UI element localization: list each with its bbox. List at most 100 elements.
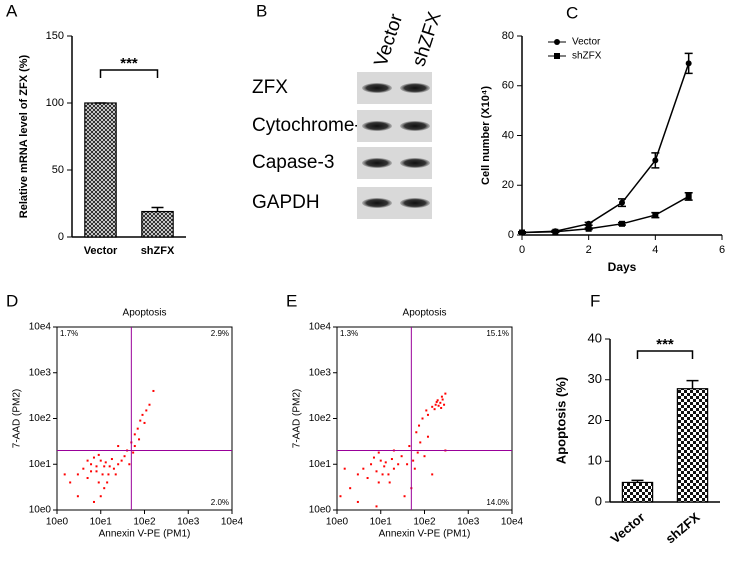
quadrant-label: 1.3%: [340, 329, 358, 338]
x-tick-label: 10e0: [46, 517, 69, 528]
x-tick-label: shZFX: [141, 245, 175, 257]
marker: [652, 157, 659, 164]
point: [99, 495, 102, 498]
point: [76, 473, 79, 476]
y-tick-label: 10e1: [29, 459, 52, 470]
x-tick-label: 10e0: [326, 517, 349, 528]
marker: [519, 229, 525, 236]
quadrant-label: 2.9%: [211, 329, 229, 338]
y-axis-label: Relative mRNA level of ZFX (%): [18, 54, 30, 218]
point: [408, 445, 411, 448]
point: [384, 461, 387, 464]
point: [101, 473, 104, 476]
point: [433, 408, 436, 411]
point: [375, 505, 378, 508]
marker: [652, 212, 659, 219]
point: [97, 453, 100, 456]
point: [444, 392, 447, 395]
point: [426, 413, 429, 416]
point: [145, 409, 148, 412]
y-tick-label: 50: [52, 164, 64, 176]
point: [372, 456, 375, 459]
plot-frame: [56, 326, 233, 511]
row-label: Capase-3: [252, 152, 334, 173]
point: [139, 419, 142, 422]
point: [387, 473, 390, 476]
marker: [619, 220, 625, 227]
x-axis-label: Days: [608, 260, 637, 274]
marker: [685, 193, 692, 200]
point: [397, 463, 400, 466]
x-tick-label: 4: [652, 244, 658, 256]
bar: [676, 388, 709, 503]
x-tick-label: shZFX: [663, 509, 703, 546]
x-tick-label: 0: [519, 244, 525, 256]
marker: [619, 199, 625, 206]
point: [437, 404, 440, 407]
point: [103, 465, 106, 468]
y-tick-label: 20: [588, 412, 602, 427]
point: [76, 495, 79, 498]
x-tick-label: Vector: [608, 509, 648, 546]
point: [390, 458, 393, 461]
row-label: GAPDH: [252, 192, 320, 213]
x-tick-label: 6: [719, 244, 725, 256]
point: [439, 401, 442, 404]
lane-label: shZFX: [409, 9, 446, 69]
bar: [141, 210, 174, 238]
significance-bracket: [99, 69, 159, 78]
point: [152, 389, 155, 392]
x-axis-label: Annexin V-PE (PM1): [379, 529, 471, 540]
y-axis-label: 7-AAD (PM2): [292, 389, 303, 448]
point: [117, 463, 120, 466]
point: [107, 473, 110, 476]
blot-band: [400, 83, 430, 93]
point: [431, 473, 434, 476]
error-bar: [151, 206, 164, 212]
quadrant-label: 2.0%: [211, 498, 229, 507]
y-tick-label: 40: [588, 330, 602, 345]
error-bar: [631, 479, 644, 483]
point: [441, 398, 444, 401]
significance-bracket: [636, 350, 694, 359]
y-tick-label: 100: [46, 97, 64, 109]
quadrant-label: 15.1%: [486, 329, 509, 338]
y-tick-label: 60: [502, 80, 514, 92]
point: [106, 481, 109, 484]
point: [362, 467, 365, 470]
point: [423, 455, 426, 458]
point: [148, 403, 151, 406]
point: [133, 445, 136, 448]
lane-label: Vector: [371, 11, 408, 69]
legend-marker: [554, 39, 560, 45]
point: [403, 495, 406, 498]
x-tick-label: Vector: [84, 245, 118, 257]
y-tick-label: 20: [502, 179, 514, 191]
y-tick-label: 10: [588, 453, 602, 468]
point: [440, 395, 443, 398]
error-bar: [686, 379, 699, 389]
point: [412, 459, 415, 462]
plot-frame: [336, 326, 513, 511]
point: [339, 495, 342, 498]
point: [349, 487, 352, 490]
point: [132, 451, 135, 454]
series-line: [521, 63, 690, 234]
point: [92, 500, 95, 503]
point: [377, 481, 380, 484]
y-tick-label: 10e3: [29, 367, 52, 378]
quadrant-label: 14.0%: [486, 498, 509, 507]
point: [343, 467, 346, 470]
point: [86, 459, 89, 462]
y-tick-label: 10e2: [29, 413, 52, 424]
point: [435, 400, 438, 403]
point: [370, 463, 373, 466]
x-tick-label: 10e1: [370, 517, 393, 528]
point: [99, 459, 102, 462]
marker: [585, 220, 592, 227]
point: [141, 413, 144, 416]
point: [383, 465, 386, 468]
blot-band: [400, 198, 430, 208]
point: [95, 465, 98, 468]
